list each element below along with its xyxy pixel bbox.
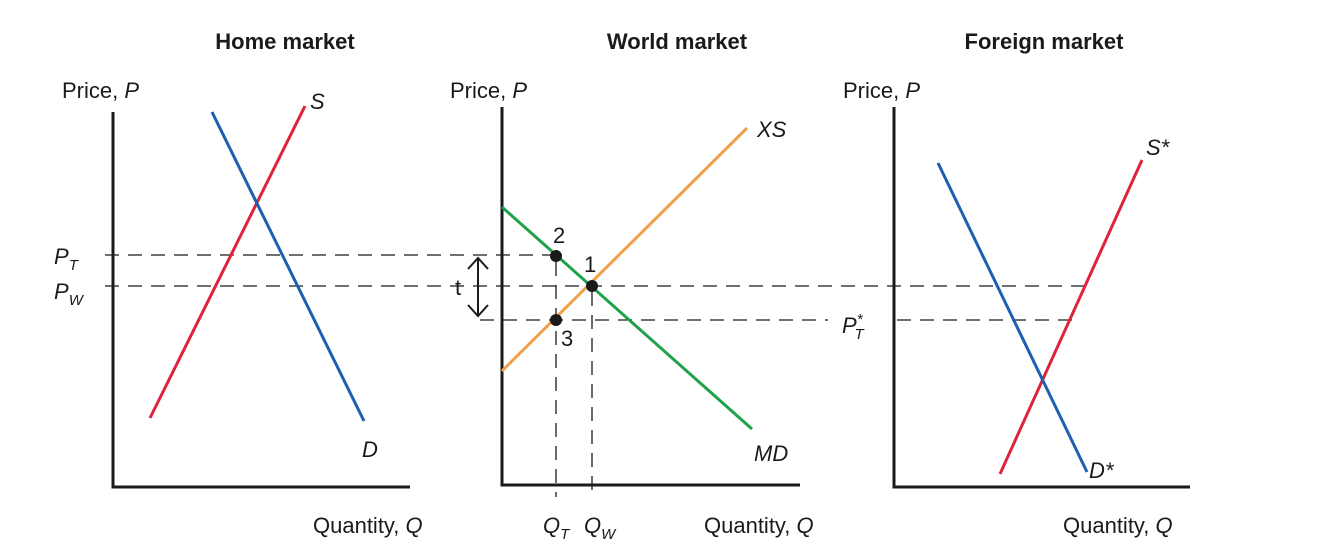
- q-world-label: QW: [584, 513, 617, 543]
- home-axes: [111, 112, 410, 489]
- p-world-label: PW: [54, 279, 85, 309]
- tariff-arrow: [467, 256, 489, 318]
- foreign-demand-curve: [936, 162, 1089, 473]
- import-demand-curve: [501, 205, 753, 431]
- point-2-dot: [550, 250, 562, 262]
- world-y-axis-label: Price, P: [450, 78, 527, 103]
- world-market-title: World market: [607, 29, 748, 54]
- home-demand-curve: [210, 111, 366, 422]
- home-supply-label: S: [310, 89, 325, 114]
- p-tariff-label: PT: [54, 244, 80, 274]
- foreign-supply-label: S*: [1146, 135, 1171, 160]
- point-1-label: 1: [584, 252, 596, 277]
- foreign-supply-curve: [998, 159, 1144, 475]
- p-tariff-foreign-label: P* T: [842, 311, 866, 343]
- world-x-axis-label: Quantity, Q: [704, 513, 814, 538]
- home-y-axis-label: Price, P: [62, 78, 139, 103]
- foreign-axes: [892, 107, 1190, 489]
- foreign-y-axis-label: Price, P: [843, 78, 920, 103]
- foreign-market-title: Foreign market: [965, 29, 1125, 54]
- export-supply-curve: [500, 126, 749, 373]
- home-x-axis-label: Quantity, Q: [313, 513, 423, 538]
- home-market-title: Home market: [215, 29, 355, 54]
- import-demand-label: MD: [754, 441, 788, 466]
- point-3-dot: [550, 314, 562, 326]
- world-axes: [500, 107, 800, 487]
- tariff-label: t: [455, 275, 461, 300]
- foreign-x-axis-label: Quantity, Q: [1063, 513, 1173, 538]
- foreign-demand-label: D*: [1089, 458, 1115, 483]
- home-demand-label: D: [362, 437, 378, 462]
- point-2-label: 2: [553, 223, 565, 248]
- q-tariff-label: QT: [543, 513, 571, 543]
- export-supply-label: XS: [756, 117, 787, 142]
- point-1-dot: [586, 280, 598, 292]
- point-3-label: 3: [561, 326, 573, 351]
- home-supply-curve: [148, 105, 307, 419]
